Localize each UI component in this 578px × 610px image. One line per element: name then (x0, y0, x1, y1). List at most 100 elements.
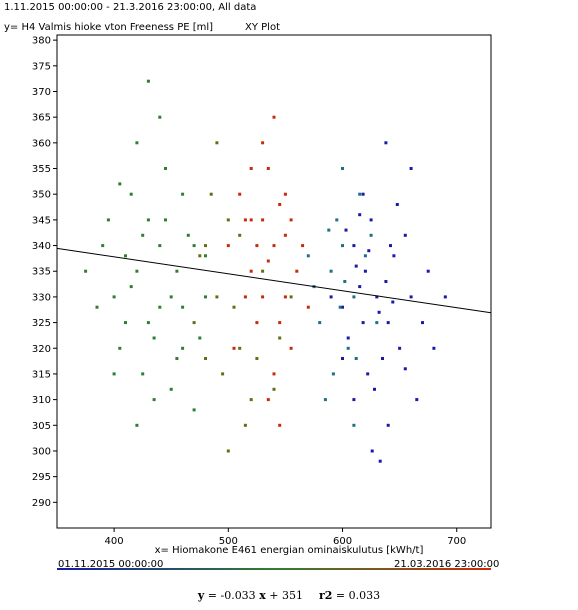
data-point (175, 357, 179, 360)
y-tick-label: 350 (32, 190, 51, 201)
data-point (192, 408, 196, 412)
y-axis: 290 295 300 305 310 315 320 325 330 335 340 345 350 3… (32, 36, 57, 509)
data-point (301, 244, 305, 248)
data-point (358, 213, 362, 217)
data-point (135, 423, 139, 427)
data-point (272, 115, 276, 119)
data-point (352, 398, 356, 402)
y-tick-label: 345 (32, 215, 51, 226)
data-point (243, 295, 247, 299)
data-point (370, 449, 374, 453)
data-point (367, 249, 371, 253)
data-point (118, 346, 122, 350)
data-point (238, 233, 242, 237)
y-tick-label: 315 (32, 369, 51, 380)
data-point (272, 387, 276, 391)
data-point (426, 269, 430, 273)
data-point (329, 269, 333, 273)
data-point (358, 285, 362, 289)
y-tick-label: 305 (32, 421, 51, 432)
scatter-plot: 290 295 300 305 310 315 320 325 330 335 340 345 350 3… (32, 34, 492, 570)
time-end-label: 21.03.2016 23:00:00 (394, 559, 500, 570)
data-point (338, 305, 342, 309)
y-tick-label: 320 (32, 344, 51, 355)
data-point (381, 357, 384, 360)
data-point (395, 203, 399, 206)
data-point (169, 295, 173, 299)
data-point (295, 269, 299, 273)
data-point (124, 321, 127, 325)
data-point (249, 167, 253, 170)
data-point (243, 218, 247, 222)
data-point (101, 244, 105, 248)
data-point (226, 244, 230, 248)
x-tick-label: 600 (333, 536, 352, 547)
y-tick-label: 295 (32, 472, 51, 483)
data-point (363, 269, 367, 273)
data-point (421, 321, 424, 325)
data-point (278, 423, 282, 427)
plot-frame (56, 34, 492, 529)
data-point (158, 244, 162, 248)
data-point (341, 167, 344, 170)
data-point (352, 423, 356, 427)
data-point (289, 295, 293, 299)
data-point (146, 79, 150, 83)
y-axis-label: y= H4 Valmis hioke vton Freeness PE [ml] (4, 22, 214, 33)
data-point (403, 367, 407, 371)
data-point (377, 310, 381, 314)
data-point (384, 141, 388, 145)
data-point (141, 233, 145, 237)
eq-y: y (197, 589, 205, 602)
y-tick-label: 360 (32, 138, 51, 149)
data-point (95, 305, 99, 309)
data-point (378, 459, 382, 463)
data-point (204, 295, 207, 299)
x-tick-label: 700 (447, 536, 466, 547)
data-point (261, 269, 265, 273)
data-point (232, 305, 236, 309)
data-point (204, 254, 207, 258)
data-point (327, 228, 331, 232)
data-point (215, 141, 219, 145)
data-point (369, 218, 373, 222)
data-point (409, 167, 413, 170)
data-point (403, 233, 407, 237)
data-point (346, 336, 350, 340)
data-point (129, 192, 133, 196)
data-point (306, 305, 310, 309)
data-point (391, 300, 395, 304)
data-point (192, 244, 196, 248)
data-point (352, 244, 356, 248)
data-point (135, 141, 139, 145)
data-point (261, 141, 265, 145)
data-point (386, 321, 390, 325)
data-point (118, 182, 122, 186)
data-point (341, 357, 344, 360)
data-point (112, 295, 116, 299)
x-axis-label: x= Hiomakone E461 energian ominaiskulutu… (154, 545, 424, 556)
eq-intercept: + 351 (265, 589, 303, 602)
data-point (278, 336, 282, 340)
data-point (84, 269, 88, 273)
data-point (366, 372, 370, 376)
data-point (306, 254, 310, 258)
data-point (152, 398, 156, 402)
data-point (398, 346, 402, 350)
data-point (135, 269, 139, 273)
y-tick-label: 290 (32, 498, 51, 509)
data-point (361, 321, 365, 325)
data-point (415, 398, 419, 402)
y-tick-label: 310 (32, 395, 51, 406)
data-point (331, 372, 335, 376)
y-tick-label: 375 (32, 61, 51, 72)
regression-equation: y = -0.033 x + 351 r2 = 0.033 (0, 589, 578, 602)
data-point (226, 449, 230, 453)
data-point (158, 115, 162, 119)
data-point (369, 233, 373, 237)
data-point (221, 372, 225, 376)
data-point (375, 321, 379, 325)
x-tick-label: 400 (105, 536, 124, 547)
y-tick-label: 340 (32, 241, 51, 252)
data-point (198, 336, 202, 340)
